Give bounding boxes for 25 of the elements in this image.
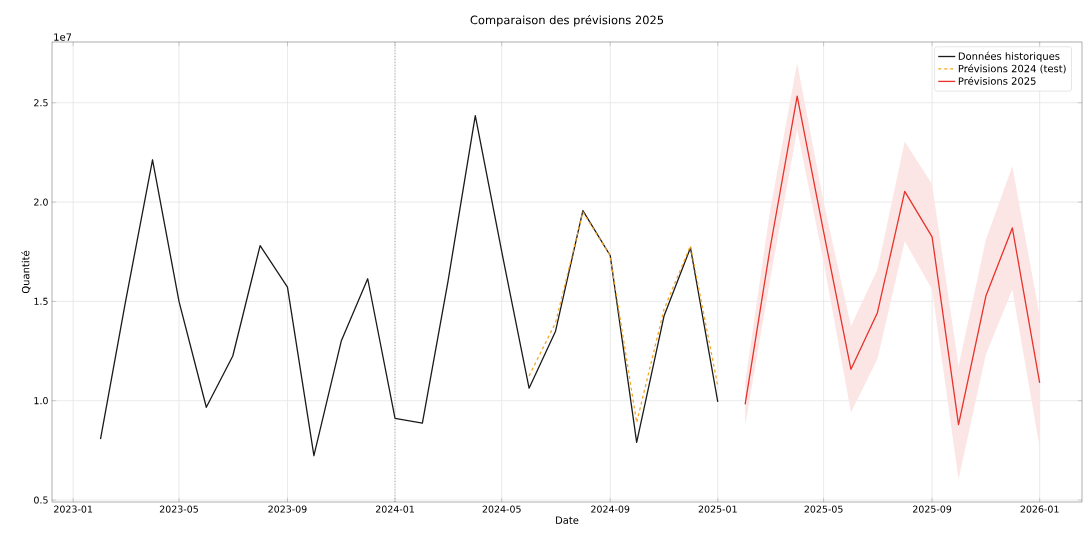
x-tick-label: 2024-05 — [482, 505, 521, 513]
x-axis-title: Date — [556, 516, 579, 524]
x-tick-label: 2024-01 — [375, 505, 414, 513]
legend-label: Prévisions 2025 — [958, 76, 1036, 85]
x-tick-label: 2025-01 — [698, 505, 737, 513]
y-tick-label: 2.5 — [34, 99, 48, 107]
line-series — [528, 211, 719, 424]
y-tick-label: 0.5 — [34, 496, 48, 504]
x-tick-label: 2025-09 — [913, 505, 952, 513]
line-series — [99, 115, 719, 457]
x-tick-label: 2023-09 — [268, 505, 307, 513]
text: 1e7 — [54, 33, 72, 41]
x-tick-label: 2024-09 — [591, 505, 630, 513]
line-series — [744, 95, 1041, 426]
x-tick-label: 2023-05 — [159, 505, 198, 513]
legend-label: Prévisions 2024 (test) — [958, 64, 1066, 74]
chart-title: Comparaison des prévisions 2025 — [470, 14, 664, 27]
x-tick-label: 2025-05 — [804, 505, 843, 513]
y-tick-label: 1.0 — [34, 397, 48, 405]
y-tick-label: 1.5 — [34, 297, 48, 305]
y-tick-label: 2.0 — [34, 198, 48, 206]
x-tick-label: 2026-01 — [1020, 505, 1059, 513]
x-tick-label: 2023-01 — [54, 505, 93, 513]
legend-label: Données historiques — [958, 51, 1060, 62]
y-axis-title: Quantité — [21, 250, 31, 294]
